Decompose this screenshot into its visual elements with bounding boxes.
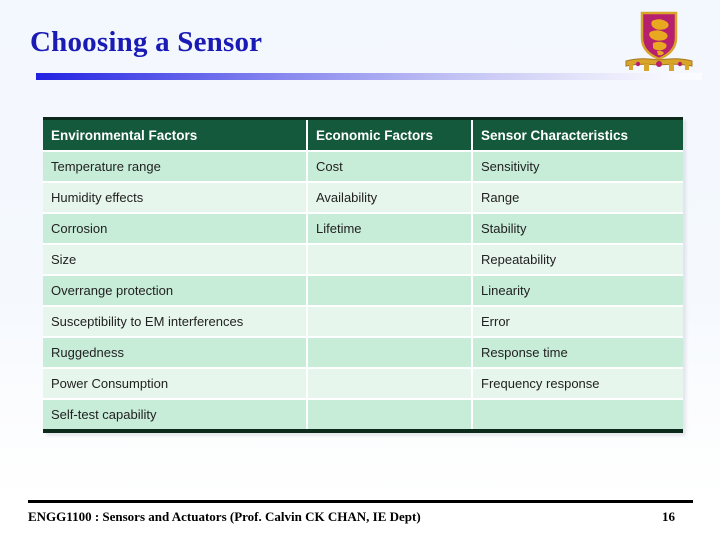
cell-characteristic: Linearity: [472, 275, 683, 307]
footer-page-number: 16: [662, 509, 675, 524]
cell-environmental: Power Consumption: [43, 368, 308, 400]
table-body: Temperature range Cost Sensitivity Humid…: [43, 151, 683, 431]
footer-divider: [28, 500, 693, 503]
cell-characteristic: [472, 399, 683, 431]
table-row: Ruggedness Response time: [43, 337, 683, 369]
table-row: Temperature range Cost Sensitivity: [43, 151, 683, 183]
column-header-sensor-characteristics: Sensor Characteristics: [472, 118, 683, 152]
cell-characteristic: Sensitivity: [472, 151, 683, 183]
cell-environmental: Size: [43, 244, 308, 276]
table-row: Self-test capability: [43, 399, 683, 431]
cell-environmental: Ruggedness: [43, 337, 308, 369]
cell-characteristic: Response time: [472, 337, 683, 369]
cell-characteristic: Stability: [472, 213, 683, 245]
cell-characteristic: Repeatability: [472, 244, 683, 276]
sensor-selection-table-wrapper: Environmental Factors Economic Factors S…: [43, 117, 683, 433]
cell-environmental: Humidity effects: [43, 182, 308, 214]
cell-economic: [307, 399, 473, 431]
cell-economic: Lifetime: [307, 213, 473, 245]
column-header-economic-factors: Economic Factors: [307, 118, 473, 152]
cell-economic: [307, 337, 473, 369]
cell-environmental: Susceptibility to EM interferences: [43, 306, 308, 338]
cuhk-crest-logo: [620, 8, 698, 76]
cell-environmental: Self-test capability: [43, 399, 308, 431]
cell-characteristic: Range: [472, 182, 683, 214]
page-title: Choosing a Sensor: [30, 26, 263, 58]
cell-characteristic: Frequency response: [472, 368, 683, 400]
cell-environmental: Overrange protection: [43, 275, 308, 307]
crest-icon: [625, 11, 693, 71]
table-header-row: Environmental Factors Economic Factors S…: [43, 118, 683, 152]
cell-economic: [307, 244, 473, 276]
table-row: Power Consumption Frequency response: [43, 368, 683, 400]
footer-course-label: ENGG1100 : Sensors and Actuators (Prof. …: [28, 509, 421, 524]
title-gradient-divider: [36, 73, 702, 80]
cell-environmental: Temperature range: [43, 151, 308, 183]
table-row: Size Repeatability: [43, 244, 683, 276]
table-row: Humidity effects Availability Range: [43, 182, 683, 214]
table-row: Overrange protection Linearity: [43, 275, 683, 307]
table-row: Corrosion Lifetime Stability: [43, 213, 683, 245]
cell-characteristic: Error: [472, 306, 683, 338]
column-header-environmental-factors: Environmental Factors: [43, 118, 308, 152]
cell-economic: [307, 368, 473, 400]
cell-economic: Availability: [307, 182, 473, 214]
slide-footer: ENGG1100 : Sensors and Actuators (Prof. …: [28, 506, 693, 528]
cell-economic: [307, 275, 473, 307]
cell-economic: [307, 306, 473, 338]
sensor-selection-table: Environmental Factors Economic Factors S…: [43, 117, 683, 433]
table-row: Susceptibility to EM interferences Error: [43, 306, 683, 338]
cell-environmental: Corrosion: [43, 213, 308, 245]
cell-economic: Cost: [307, 151, 473, 183]
